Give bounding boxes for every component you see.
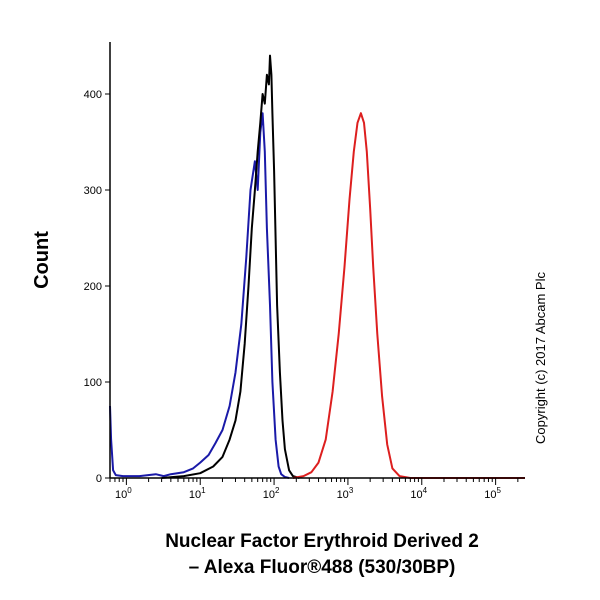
y-tick-label: 300 (84, 185, 102, 197)
copyright-notice: Copyright (c) 2017 Abcam Plc (533, 272, 548, 444)
series-layer (109, 54, 525, 479)
y-tick-label: 200 (84, 281, 102, 293)
series-line-3 (292, 112, 525, 479)
series-line-2 (161, 54, 300, 479)
y-ticks: 0 100 200 300 400 (84, 89, 110, 485)
x-tick-label: 103 (337, 486, 354, 501)
x-axis-label-line-2: – Alexa Fluor®488 (530/30BP) (189, 557, 456, 578)
y-tick-label: 100 (84, 377, 102, 389)
y-axis-label: Count (31, 231, 53, 289)
x-tick-label: 101 (189, 486, 206, 501)
x-tick-label: 104 (410, 486, 427, 501)
x-axis-label-line-1: Nuclear Factor Erythroid Derived 2 (165, 531, 479, 552)
x-tick-label: 102 (263, 486, 280, 501)
x-tick-label: 100 (115, 486, 132, 501)
x-tick-label: 105 (484, 486, 501, 501)
y-tick-label: 400 (84, 89, 102, 101)
y-tick-label: 0 (96, 473, 102, 485)
series-line-1 (109, 112, 290, 479)
x-ticks: 100 101 102 103 104 105 (109, 478, 519, 501)
